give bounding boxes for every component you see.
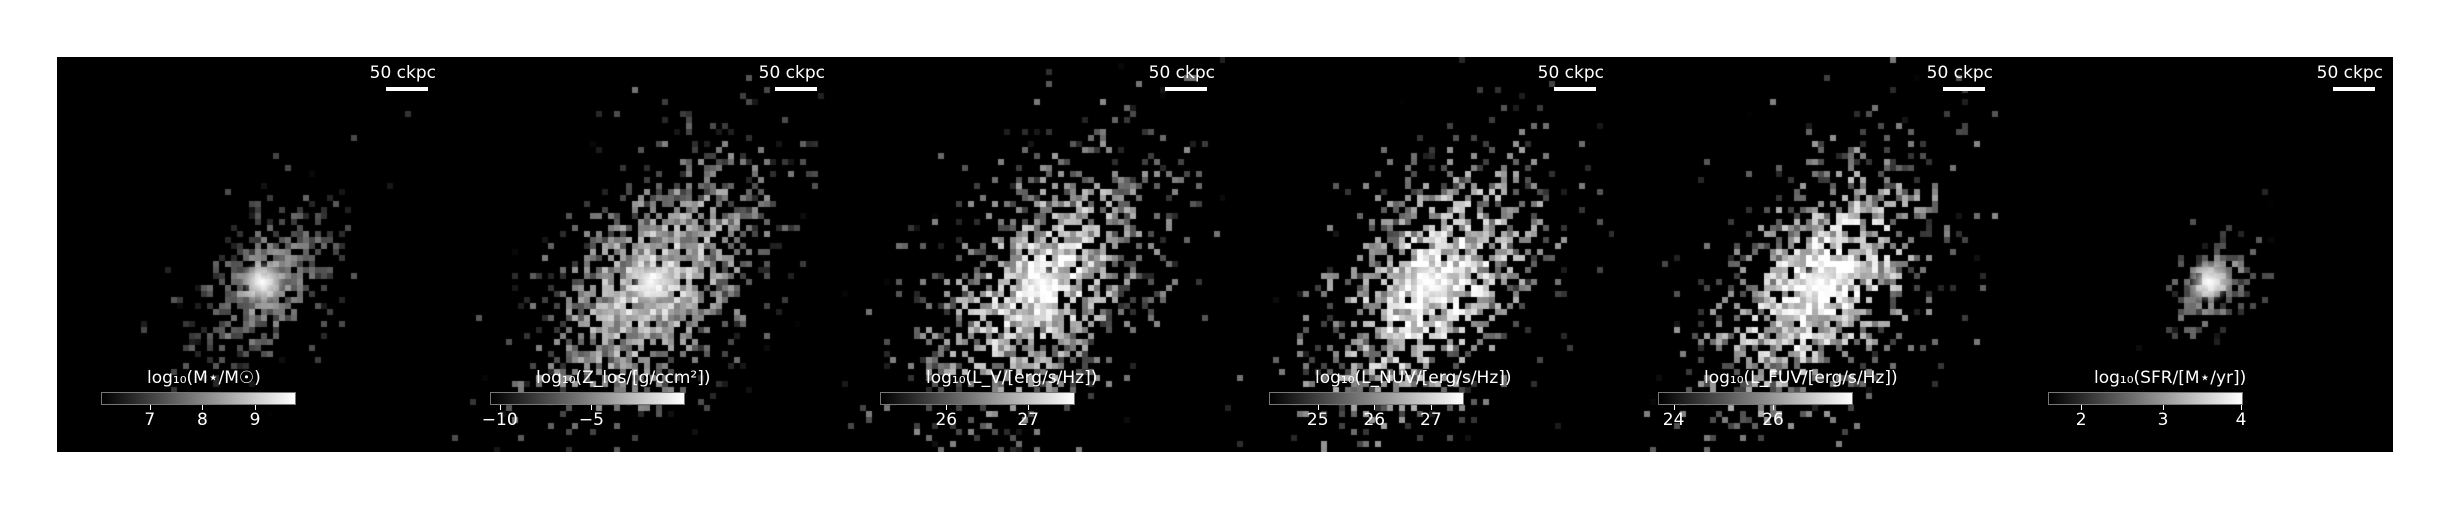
- scalebar-label: 50 ckpc: [1926, 63, 1993, 83]
- colorbar-tick-label: 24: [1662, 410, 1685, 430]
- colorbar: [490, 392, 685, 405]
- colorbar-tick-label: 27: [1420, 410, 1442, 430]
- colorbar-tick-label: 26: [1762, 410, 1784, 430]
- colorbar-label: log₁₀(SFR/[M⋆/yr]): [2094, 368, 2247, 388]
- galaxy-map: [2004, 57, 2393, 452]
- scalebar-label: 50 ckpc: [1537, 63, 1604, 83]
- map-panel-3: 50 ckpc log₁₀(L_V/[erg/s/Hz]) 26 27: [836, 57, 1225, 452]
- map-panel-5: 50 ckpc log₁₀(L_FUV/[erg/s/Hz]) 24 26: [1614, 57, 2003, 452]
- colorbar-tick-label: −5: [578, 410, 604, 430]
- colorbar-tick-label: 26: [935, 410, 958, 430]
- colorbar-label: log₁₀(L_V/[erg/s/Hz]): [926, 368, 1098, 388]
- scalebar-line: [1554, 87, 1596, 91]
- colorbar-tick-label: 27: [1017, 410, 1040, 430]
- colorbar-tick-label: 8: [196, 410, 208, 430]
- colorbar-tick: [149, 405, 151, 410]
- colorbar-label: log₁₀(M⋆/M☉): [147, 368, 261, 388]
- scalebar-label: 50 ckpc: [369, 63, 436, 83]
- map-panel-2: 50 ckpc log₁₀(Z_los/[g/ccm²]) −10 −5: [446, 57, 835, 452]
- colorbar-tick-label: 26: [1363, 410, 1386, 430]
- galaxy-map: [57, 57, 446, 452]
- colorbar-tick-label: 3: [2157, 410, 2169, 430]
- colorbar-label: log₁₀(Z_los/[g/ccm²]): [536, 368, 711, 388]
- colorbar-tick: [1317, 405, 1319, 410]
- galaxy-map: [446, 57, 835, 452]
- map-panel-1: 50 ckpc log₁₀(M⋆/M☉) 7 8 9: [57, 57, 446, 452]
- colorbar-tick: [2081, 405, 2083, 410]
- colorbar-tick-label: 4: [2235, 410, 2247, 430]
- colorbar-tick: [255, 405, 257, 410]
- scalebar-line: [386, 87, 428, 91]
- colorbar-tick: [499, 405, 501, 410]
- scalebar-line: [775, 87, 817, 91]
- colorbar: [2048, 392, 2243, 405]
- scalebar-label: 50 ckpc: [1148, 63, 1215, 83]
- colorbar-tick-label: 25: [1306, 410, 1329, 430]
- galaxy-map: [1225, 57, 1614, 452]
- colorbar-tick-label: 7: [144, 410, 156, 430]
- colorbar-tick: [1028, 405, 1030, 410]
- colorbar-label: log₁₀(L_FUV/[erg/s/Hz]): [1704, 368, 1898, 388]
- scalebar-label: 50 ckpc: [758, 63, 825, 83]
- colorbar-tick: [2241, 405, 2243, 410]
- colorbar: [101, 392, 296, 405]
- colorbar: [880, 392, 1075, 405]
- colorbar-tick: [1773, 405, 1775, 410]
- scalebar-line: [1943, 87, 1985, 91]
- galaxy-map: [1614, 57, 2003, 452]
- colorbar-tick-label: −10: [481, 410, 518, 430]
- colorbar: [1658, 392, 1853, 405]
- scalebar-line: [1165, 87, 1207, 91]
- colorbar-tick-label: 2: [2075, 410, 2087, 430]
- colorbar-tick-label: 9: [249, 410, 261, 430]
- colorbar-tick: [1673, 405, 1675, 410]
- galaxy-map: [836, 57, 1225, 452]
- image-strip: 50 ckpc log₁₀(M⋆/M☉) 7 8 9 50 ckpc log₁₀(Z_los…: [57, 57, 2393, 452]
- map-panel-6: 50 ckpc log₁₀(SFR/[M⋆/yr]) 2 3 4: [2004, 57, 2393, 452]
- colorbar-tick: [1374, 405, 1376, 410]
- colorbar-tick: [946, 405, 948, 410]
- map-panel-4: 50 ckpc log₁₀(L_NUV/[erg/s/Hz]) 25 26 27: [1225, 57, 1614, 452]
- colorbar-tick: [591, 405, 593, 410]
- colorbar-tick: [2163, 405, 2165, 410]
- colorbar-label: log₁₀(L_NUV/[erg/s/Hz]): [1315, 368, 1512, 388]
- scalebar-label: 50 ckpc: [2316, 63, 2383, 83]
- colorbar: [1269, 392, 1464, 405]
- scalebar-line: [2333, 87, 2375, 91]
- colorbar-tick: [202, 405, 204, 410]
- colorbar-tick: [1430, 405, 1432, 410]
